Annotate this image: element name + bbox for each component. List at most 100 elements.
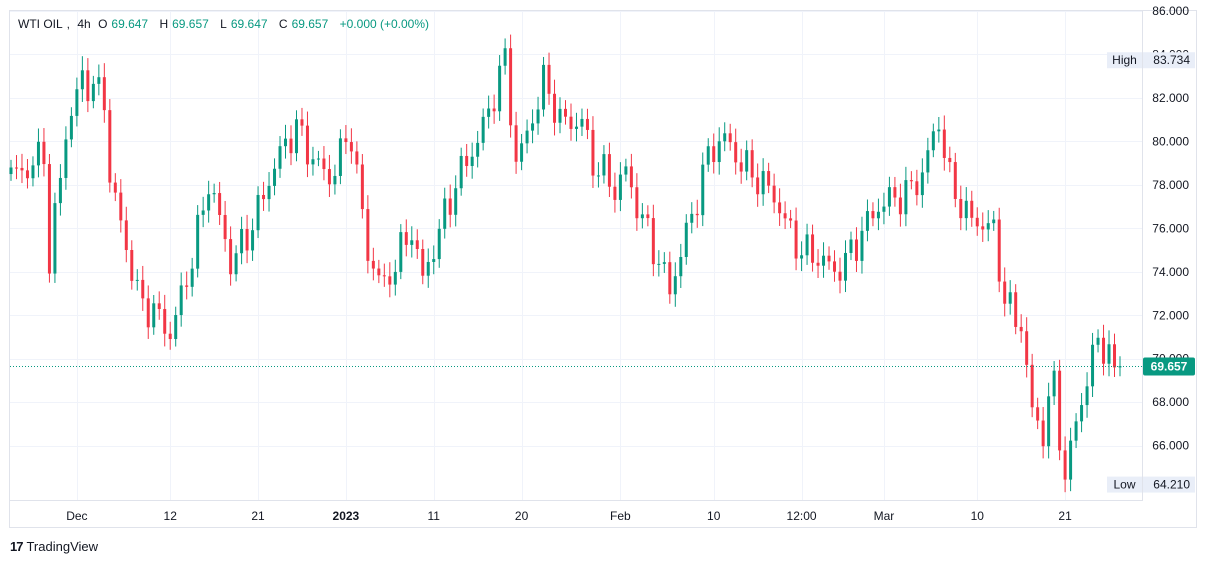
candle-body[interactable]	[53, 203, 57, 274]
candle[interactable]	[509, 34, 513, 138]
candle[interactable]	[690, 202, 694, 234]
candle-body[interactable]	[767, 171, 771, 186]
candle-body[interactable]	[9, 167, 13, 175]
candle[interactable]	[393, 259, 397, 296]
candle[interactable]	[421, 239, 425, 285]
candle-body[interactable]	[717, 141, 721, 163]
candle[interactable]	[75, 77, 79, 127]
candle-body[interactable]	[580, 118, 584, 127]
candle[interactable]	[838, 257, 842, 294]
candle-body[interactable]	[360, 164, 364, 210]
candle[interactable]	[305, 111, 309, 178]
candle-body[interactable]	[201, 210, 205, 215]
candle[interactable]	[761, 158, 765, 206]
candle[interactable]	[734, 128, 738, 175]
candle-body[interactable]	[981, 226, 985, 230]
candle-body[interactable]	[651, 218, 655, 265]
candle[interactable]	[893, 176, 897, 207]
candle[interactable]	[371, 247, 375, 281]
candle[interactable]	[547, 52, 551, 105]
candle[interactable]	[876, 198, 880, 231]
candle[interactable]	[849, 231, 853, 261]
candle-body[interactable]	[256, 194, 260, 231]
candle-body[interactable]	[146, 298, 150, 328]
candle-body[interactable]	[898, 197, 902, 215]
candle-body[interactable]	[1102, 337, 1106, 364]
candle[interactable]	[1107, 330, 1111, 377]
candle[interactable]	[119, 179, 123, 233]
candle[interactable]	[443, 187, 447, 239]
candle[interactable]	[514, 111, 518, 174]
candle-body[interactable]	[613, 186, 617, 200]
candle-body[interactable]	[1030, 364, 1034, 408]
candle[interactable]	[399, 224, 403, 280]
candle-body[interactable]	[97, 77, 101, 84]
candle[interactable]	[959, 185, 963, 231]
candle-body[interactable]	[135, 279, 139, 281]
candle-body[interactable]	[91, 83, 95, 102]
candle-body[interactable]	[915, 181, 919, 196]
candle-body[interactable]	[25, 170, 29, 179]
candle-body[interactable]	[432, 259, 436, 262]
candle-body[interactable]	[58, 177, 62, 204]
candle-body[interactable]	[986, 223, 990, 230]
candle[interactable]	[1085, 372, 1089, 418]
candle-body[interactable]	[607, 154, 611, 187]
candle[interactable]	[1019, 314, 1023, 343]
candle-body[interactable]	[267, 185, 271, 200]
candle[interactable]	[388, 262, 392, 298]
candle[interactable]	[86, 58, 90, 113]
candle-body[interactable]	[234, 253, 238, 275]
candle[interactable]	[157, 291, 161, 320]
candle[interactable]	[223, 200, 227, 252]
candle[interactable]	[662, 252, 666, 273]
candle-body[interactable]	[646, 214, 650, 219]
candle-body[interactable]	[574, 126, 578, 129]
candle-body[interactable]	[437, 228, 441, 260]
candle[interactable]	[833, 250, 837, 282]
candle[interactable]	[564, 100, 567, 125]
candle[interactable]	[602, 145, 606, 184]
candle[interactable]	[135, 269, 139, 291]
candle-body[interactable]	[953, 162, 957, 199]
candle[interactable]	[800, 241, 804, 272]
candle-body[interactable]	[585, 118, 589, 130]
candle-body[interactable]	[119, 192, 123, 221]
candle[interactable]	[997, 207, 1001, 293]
candle-body[interactable]	[876, 211, 880, 219]
candle-body[interactable]	[294, 119, 298, 154]
candle-body[interactable]	[602, 154, 606, 176]
candle-body[interactable]	[421, 248, 425, 276]
candle[interactable]	[53, 192, 57, 283]
candle-body[interactable]	[1025, 331, 1029, 365]
candle[interactable]	[278, 136, 282, 178]
candle[interactable]	[454, 175, 458, 227]
candle[interactable]	[1003, 267, 1007, 317]
candle[interactable]	[871, 202, 875, 227]
candle-body[interactable]	[1047, 396, 1051, 447]
candle-body[interactable]	[80, 70, 84, 90]
candle-body[interactable]	[322, 158, 326, 170]
candle-body[interactable]	[14, 167, 18, 169]
candle[interactable]	[816, 249, 820, 278]
candle[interactable]	[772, 173, 776, 214]
candle-body[interactable]	[415, 240, 419, 249]
candle[interactable]	[948, 146, 952, 173]
candle[interactable]	[1091, 332, 1095, 398]
candle-body[interactable]	[163, 309, 167, 334]
candle[interactable]	[80, 56, 84, 102]
candle-body[interactable]	[86, 70, 90, 102]
candle-body[interactable]	[811, 234, 815, 263]
candle[interactable]	[311, 146, 315, 176]
candle[interactable]	[646, 205, 650, 227]
candle-body[interactable]	[443, 198, 447, 229]
candle-body[interactable]	[399, 232, 403, 272]
candle[interactable]	[1036, 397, 1040, 430]
candle-body[interactable]	[284, 138, 288, 147]
candle[interactable]	[937, 117, 941, 143]
candle-body[interactable]	[542, 64, 546, 110]
candle-body[interactable]	[1096, 337, 1100, 345]
candle-body[interactable]	[992, 219, 996, 224]
candle[interactable]	[481, 108, 485, 151]
candle-body[interactable]	[1058, 370, 1062, 451]
